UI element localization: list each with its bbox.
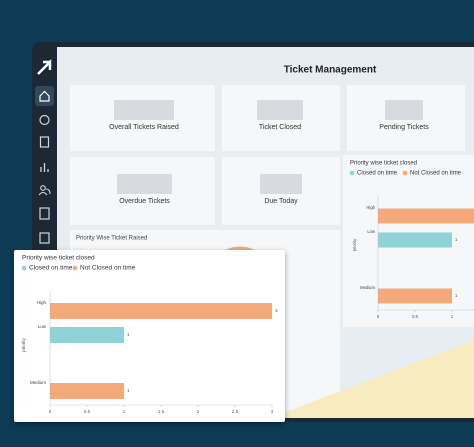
nav-clock[interactable] xyxy=(39,114,50,126)
chart-popup: Priority wise ticket closed Closed on tim… xyxy=(21,255,278,414)
bar xyxy=(378,232,452,248)
nav-docs[interactable] xyxy=(39,136,50,148)
value-placeholder xyxy=(257,100,303,120)
nav-home[interactable] xyxy=(39,90,50,102)
x-tick-label: 1 xyxy=(123,409,126,414)
pie-card-title: Priority Wise Ticket Raised xyxy=(76,236,147,242)
x-tick-label: 1.5 xyxy=(158,409,165,414)
category-label: High xyxy=(37,300,47,305)
stat-label: Due Today xyxy=(264,198,298,205)
category-label: Low xyxy=(38,324,47,329)
value-placeholder xyxy=(114,100,174,120)
nav-active[interactable] xyxy=(35,86,54,106)
bar xyxy=(50,303,272,319)
popup-card xyxy=(14,250,285,422)
nav-file[interactable] xyxy=(39,232,50,244)
nav-users[interactable] xyxy=(40,185,46,191)
value-placeholder xyxy=(260,174,302,194)
x-tick-label: 2 xyxy=(197,409,200,414)
value-label: 3 xyxy=(275,308,278,313)
chart-title: Priority wise ticket closed xyxy=(350,161,417,167)
x-tick-label: 3 xyxy=(271,409,274,414)
chart-title: Priority wise ticket closed xyxy=(22,255,95,262)
legend-swatch xyxy=(72,265,78,271)
legend-swatch xyxy=(402,170,408,176)
y-axis-label: priority xyxy=(352,238,357,251)
bar xyxy=(378,208,474,224)
legend-swatch xyxy=(349,170,355,176)
x-tick-label: 0 xyxy=(377,314,380,319)
stat-cards: Overall Tickets Raised Ticket Closed Pendi… xyxy=(70,85,465,225)
value-placeholder xyxy=(385,100,423,120)
y-axis-label: priority xyxy=(21,338,26,352)
value-label: 1 xyxy=(127,388,130,393)
value-placeholder xyxy=(117,174,172,194)
stat-label: Overdue Tickets xyxy=(119,198,170,205)
value-label: 1 xyxy=(455,293,458,298)
stat-label: Overall Tickets Raised xyxy=(109,124,179,131)
sidebar xyxy=(35,58,54,244)
bar xyxy=(378,288,452,304)
category-label: Medium xyxy=(30,380,46,385)
logo xyxy=(37,58,52,75)
x-tick-label: 0.5 xyxy=(412,314,418,319)
x-tick-label: 0 xyxy=(49,409,52,414)
x-tick-label: 0.5 xyxy=(84,409,91,414)
stat-label: Ticket Closed xyxy=(259,124,301,131)
legend-label: Closed on time xyxy=(29,265,73,272)
legend-swatch xyxy=(21,265,27,271)
area-fragment xyxy=(270,340,474,418)
value-label: 1 xyxy=(455,237,458,242)
stat-label: Pending Tickets xyxy=(379,124,429,131)
x-tick-label: 2.5 xyxy=(232,409,239,414)
page-title: Ticket Management xyxy=(284,65,377,76)
legend-label: Not Closed on time xyxy=(80,265,136,272)
nav-users-2 xyxy=(38,188,51,196)
x-tick-label: 1 xyxy=(451,314,454,319)
category-label: Medium xyxy=(360,285,375,290)
bar xyxy=(50,327,124,343)
category-label: High xyxy=(366,205,375,210)
chart-background: Priority wise ticket closed Closed on tim… xyxy=(349,161,474,319)
nav-reports[interactable] xyxy=(40,163,49,172)
category-label: Low xyxy=(367,229,376,234)
bar xyxy=(50,383,124,399)
legend-label: Closed on time xyxy=(357,171,398,177)
legend-label: Not Closed on time xyxy=(410,171,462,177)
value-label: 1 xyxy=(127,332,130,337)
nav-list[interactable] xyxy=(39,207,50,220)
